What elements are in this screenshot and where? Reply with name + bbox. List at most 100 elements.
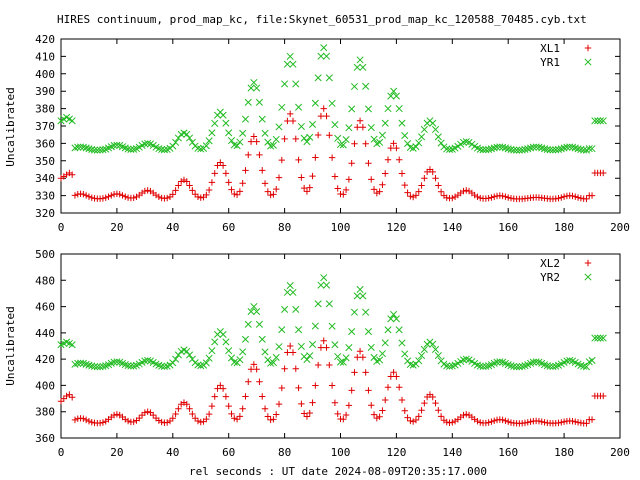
bottom-point-yr2 (392, 315, 400, 323)
bottom-point-xl2 (300, 410, 308, 417)
bottom-point-xl2 (429, 393, 436, 401)
top-point-yr1 (485, 145, 493, 154)
bottom-point-yr2 (549, 362, 557, 371)
top-point-xl1 (281, 135, 288, 143)
bottom-point-xl2 (250, 361, 258, 368)
top-point-xl1 (298, 174, 305, 181)
top-point-yr1 (99, 146, 107, 154)
bottom-panel-y-label-group: Uncalibrated (4, 306, 17, 385)
top-series-yr1 (57, 44, 607, 154)
top-point-xl1 (177, 178, 185, 185)
bottom-point-xl2 (144, 408, 151, 415)
top-point-yr1 (71, 144, 79, 152)
bottom-point-xl2 (253, 366, 260, 373)
top-point-xl1 (552, 195, 559, 202)
bottom-point-xl2 (208, 402, 216, 410)
bottom-point-xl2 (588, 416, 596, 423)
bottom-point-xl2 (281, 365, 288, 372)
top-point-xl1 (309, 172, 316, 180)
top-x-tick-label: 0 (58, 221, 65, 234)
top-point-yr1 (141, 140, 149, 148)
bottom-y-tick-label: 360 (35, 432, 55, 445)
top-point-yr1 (292, 80, 300, 88)
bottom-y-tick-label: 460 (35, 301, 55, 314)
bottom-point-xl2 (600, 392, 607, 400)
bottom-point-xl2 (99, 419, 107, 426)
top-x-tick-label: 100 (331, 221, 351, 234)
top-y-tick-label: 390 (35, 85, 55, 98)
bottom-point-yr2 (160, 362, 168, 371)
top-point-xl1 (264, 188, 272, 195)
bottom-point-yr2 (350, 308, 359, 316)
bottom-point-xl2 (233, 416, 241, 423)
top-point-yr1 (306, 133, 314, 141)
bottom-point-xl2 (150, 411, 157, 419)
bottom-point-yr2 (364, 327, 373, 336)
top-point-xl1 (401, 181, 408, 189)
top-point-yr1 (418, 133, 426, 141)
bottom-point-yr2 (230, 358, 238, 366)
bottom-point-xl2 (535, 417, 543, 425)
bottom-point-yr2 (415, 357, 423, 365)
top-point-xl1 (354, 124, 361, 131)
bottom-point-yr2 (443, 362, 451, 370)
top-point-yr1 (172, 138, 180, 146)
bottom-point-xl2 (317, 344, 325, 351)
top-point-yr1 (359, 63, 367, 71)
top-point-xl1 (577, 195, 585, 202)
top-point-yr1 (479, 146, 487, 154)
top-point-xl1 (407, 193, 414, 200)
bottom-point-xl2 (295, 384, 302, 392)
top-point-xl1 (356, 117, 364, 124)
bottom-point-yr2 (219, 330, 227, 338)
top-point-xl1 (122, 193, 129, 200)
top-point-xl1 (57, 175, 65, 182)
top-point-yr1 (264, 138, 272, 146)
bottom-point-yr2 (322, 281, 331, 289)
top-point-yr1 (398, 119, 406, 127)
top-point-xl1 (292, 135, 299, 143)
top-point-yr1 (96, 146, 104, 154)
top-point-yr1 (443, 145, 451, 153)
top-point-yr1 (225, 129, 233, 137)
top-point-yr1 (504, 145, 512, 153)
bottom-point-yr2 (582, 363, 591, 371)
bottom-point-yr2 (398, 339, 406, 347)
top-point-yr1 (513, 146, 521, 154)
bottom-point-xl2 (211, 393, 218, 400)
bottom-point-xl2 (541, 419, 548, 426)
top-point-yr1 (552, 146, 560, 154)
top-point-yr1 (420, 125, 428, 134)
bottom-point-yr2 (532, 358, 540, 366)
bottom-point-xl2 (217, 382, 224, 389)
top-point-xl1 (314, 131, 322, 139)
top-point-yr1 (527, 144, 535, 152)
top-point-xl1 (460, 187, 467, 195)
top-point-yr1 (596, 117, 604, 125)
top-point-xl1 (289, 117, 297, 125)
bottom-point-xl2 (278, 384, 286, 392)
top-point-yr1 (588, 145, 596, 153)
bottom-point-yr2 (353, 292, 361, 300)
bottom-point-xl2 (393, 373, 400, 380)
bottom-point-xl2 (256, 378, 263, 385)
top-x-tick-label: 120 (386, 221, 406, 234)
top-point-xl1 (164, 194, 171, 202)
bottom-point-xl2 (574, 419, 582, 426)
bottom-point-xl2 (124, 417, 132, 425)
bottom-point-xl2 (306, 409, 313, 417)
bottom-point-yr2 (381, 339, 389, 347)
top-point-xl1 (418, 182, 425, 189)
bottom-point-xl2 (342, 411, 350, 419)
top-point-yr1 (594, 117, 602, 125)
top-point-yr1 (144, 139, 152, 147)
bottom-point-yr2 (429, 340, 437, 348)
bottom-y-tick-label: 400 (35, 379, 55, 392)
bottom-point-yr2 (222, 338, 230, 346)
top-x-tick-label: 180 (554, 221, 574, 234)
top-point-xl1 (82, 192, 90, 199)
top-point-xl1 (197, 194, 204, 201)
top-point-xl1 (172, 187, 179, 194)
top-point-yr1 (566, 143, 574, 151)
bottom-point-xl2 (312, 382, 319, 389)
